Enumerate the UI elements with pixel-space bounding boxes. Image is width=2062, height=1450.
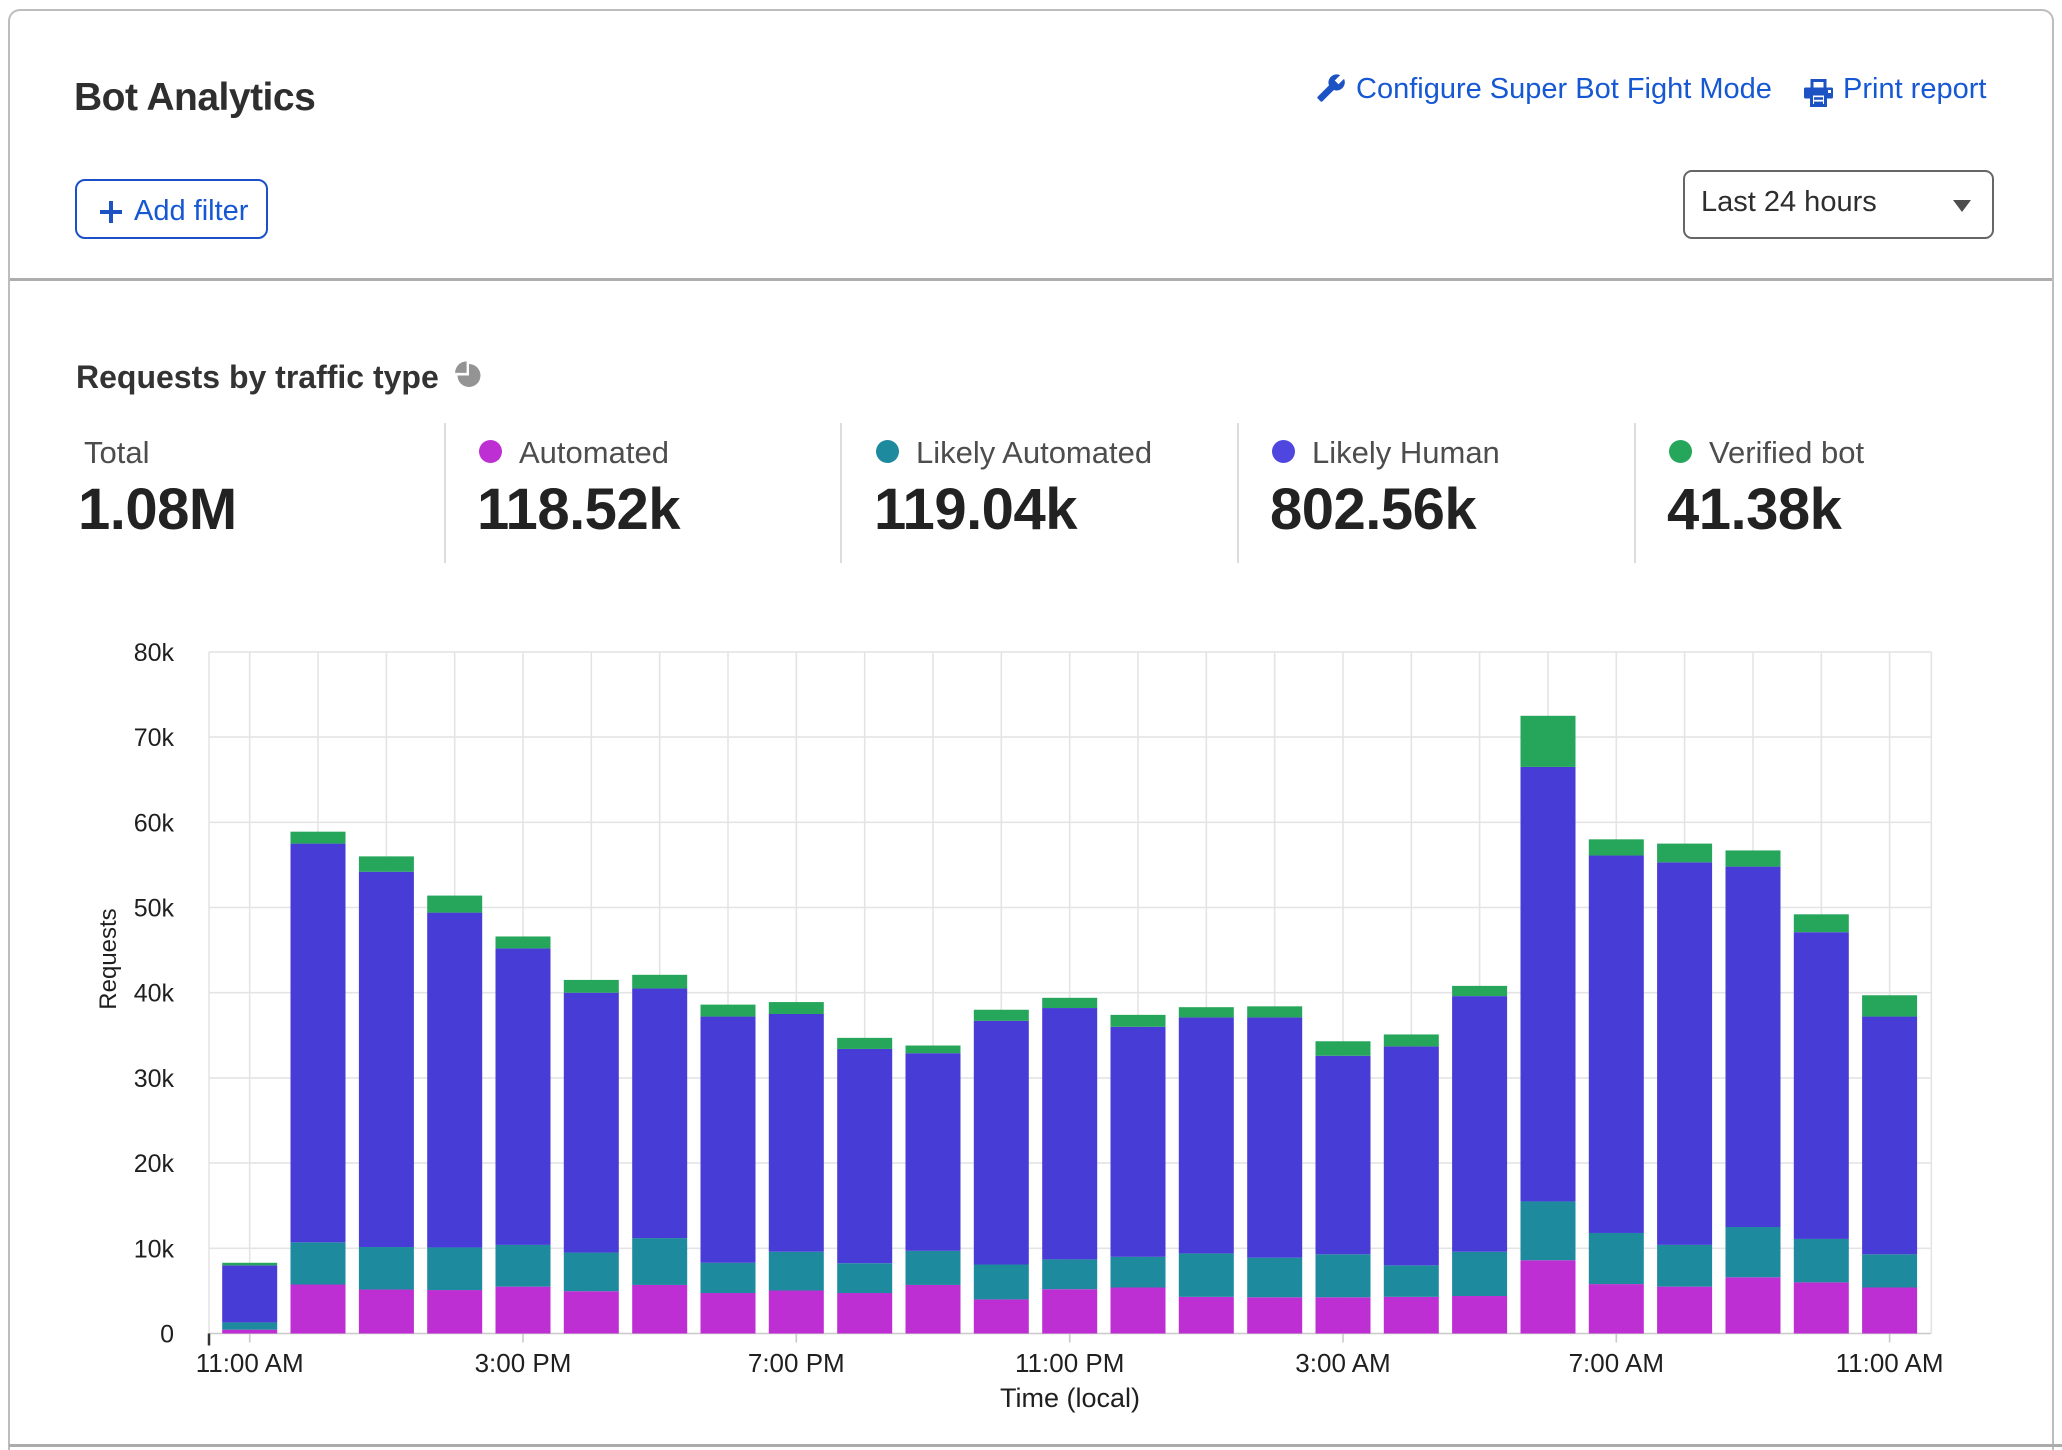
svg-text:7:00 PM: 7:00 PM — [748, 1348, 845, 1378]
svg-text:Time (local): Time (local) — [1000, 1383, 1140, 1413]
svg-text:11:00 AM: 11:00 AM — [196, 1348, 304, 1378]
svg-text:0: 0 — [160, 1321, 174, 1349]
svg-text:10k: 10k — [134, 1235, 175, 1263]
svg-text:30k: 30k — [134, 1065, 175, 1093]
svg-text:11:00 AM: 11:00 AM — [1836, 1348, 1944, 1378]
svg-text:20k: 20k — [134, 1150, 175, 1178]
svg-text:50k: 50k — [134, 895, 175, 923]
svg-text:70k: 70k — [134, 724, 175, 752]
svg-text:40k: 40k — [134, 980, 175, 1008]
svg-text:7:00 AM: 7:00 AM — [1569, 1348, 1664, 1378]
svg-text:3:00 AM: 3:00 AM — [1295, 1348, 1390, 1378]
svg-text:Requests: Requests — [95, 908, 122, 1009]
svg-text:11:00 PM: 11:00 PM — [1015, 1348, 1124, 1378]
svg-text:80k: 80k — [134, 639, 175, 667]
svg-text:60k: 60k — [134, 809, 175, 837]
svg-text:3:00 PM: 3:00 PM — [475, 1348, 572, 1378]
